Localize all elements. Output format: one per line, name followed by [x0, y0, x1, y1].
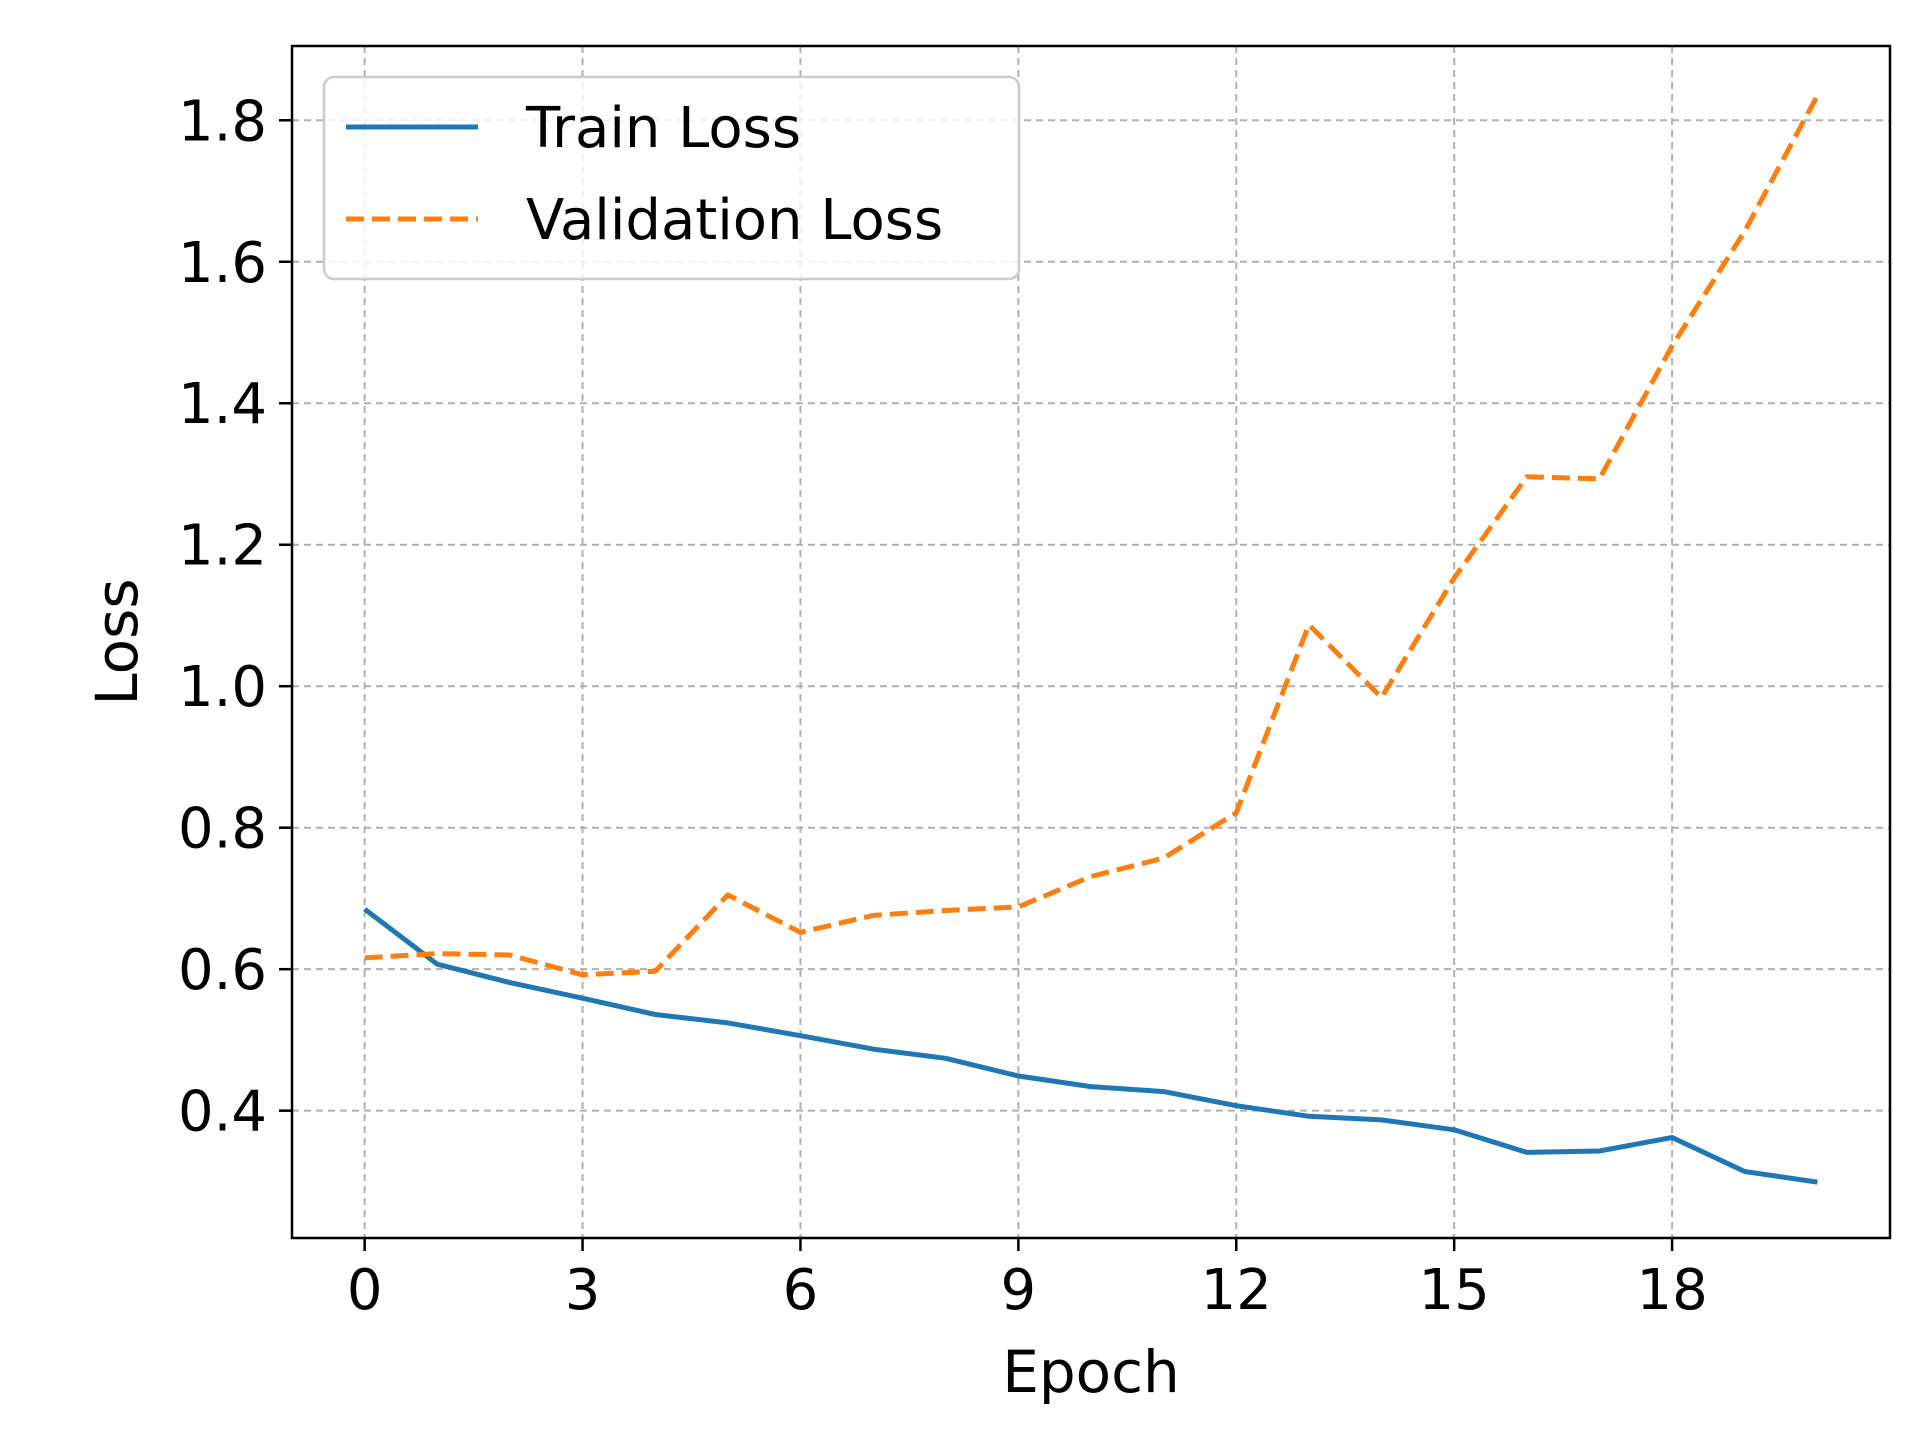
series-line-train-loss	[363, 907, 1818, 1185]
axis-ticks: 0 3 6 9 12 15 18 0.4 0.6 0.8 1.0 1.2 1.4 1.6 1.8	[178, 89, 1708, 1323]
x-tick-label: 6	[783, 1258, 819, 1323]
y-tick-label: 1.6	[178, 231, 267, 296]
x-tick-label: 15	[1419, 1258, 1490, 1323]
series-line-validation-loss	[364, 94, 1820, 978]
y-axis-label: Loss	[83, 578, 151, 705]
legend-box	[322, 75, 1021, 281]
series-lines	[363, 94, 1820, 1185]
legend-label-train-loss: Train Loss	[525, 96, 801, 161]
x-tick-label: 12	[1201, 1258, 1272, 1323]
y-tick-label: 0.6	[178, 938, 267, 1003]
x-tick-label: 9	[1001, 1258, 1037, 1323]
legend-label-validation-loss: Validation Loss	[526, 188, 943, 253]
y-tick-label: 1.8	[178, 89, 267, 154]
y-tick-label: 1.2	[178, 514, 267, 579]
x-axis-label: Epoch	[1002, 1338, 1180, 1406]
x-tick-label: 3	[565, 1258, 601, 1323]
y-tick-label: 0.4	[178, 1080, 267, 1145]
x-tick-label: 0	[347, 1258, 383, 1323]
y-tick-label: 0.8	[178, 797, 267, 862]
x-tick-label: 18	[1636, 1258, 1707, 1323]
y-tick-label: 1.0	[178, 655, 267, 720]
y-tick-label: 1.4	[178, 372, 267, 437]
legend: Train Loss Validation Loss	[322, 75, 1021, 281]
plot-frame	[290, 44, 1892, 1240]
